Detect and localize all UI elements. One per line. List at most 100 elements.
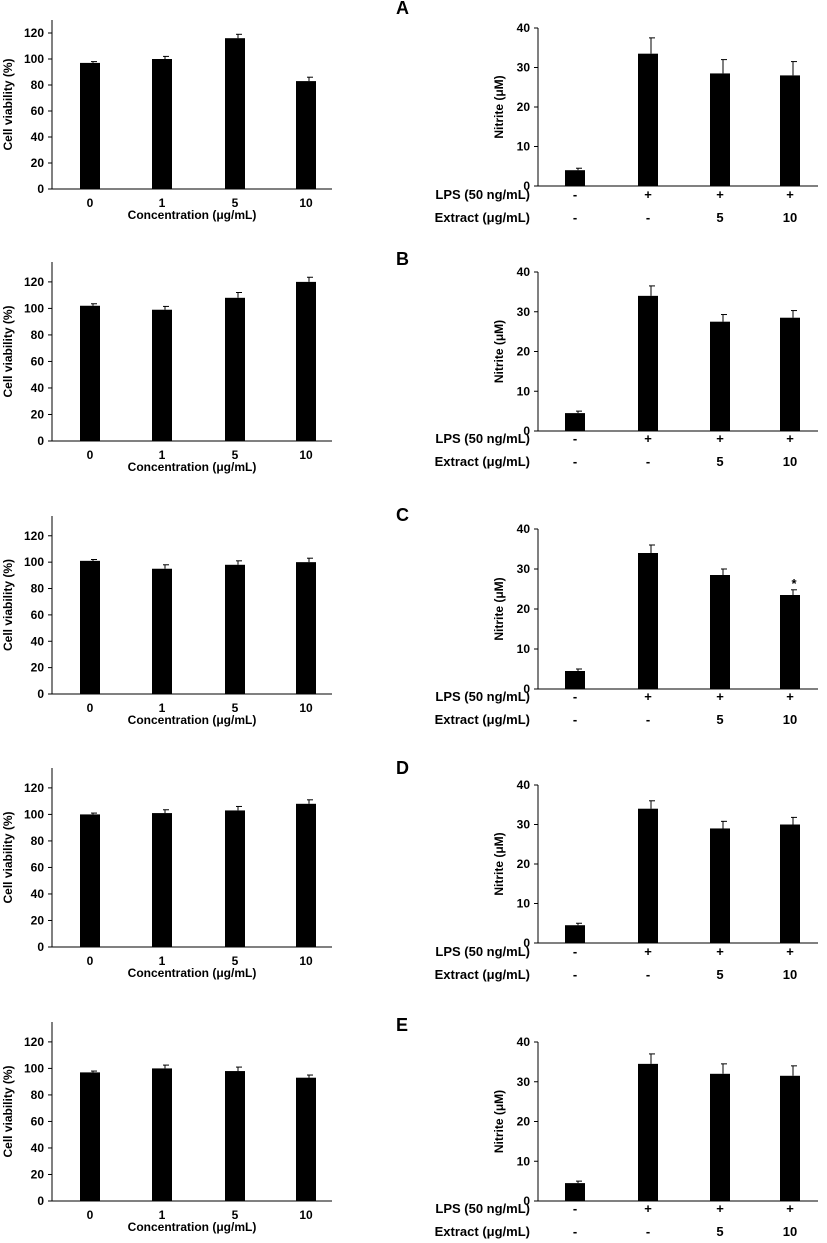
- bar: [296, 281, 316, 441]
- y-tick-label: 20: [31, 661, 45, 675]
- chart-7: 0 10 20 30 40 Nitrite (μM) D LPS (50 ng/mL) - + + +…: [396, 758, 818, 982]
- bar: [80, 62, 100, 189]
- condition-cell: 10: [783, 210, 797, 225]
- condition-cell: -: [646, 1224, 650, 1239]
- y-tick-label: 0: [523, 682, 530, 696]
- condition-cell: 10: [783, 454, 797, 469]
- bar: [80, 305, 100, 441]
- bar: [565, 170, 585, 186]
- bar: [296, 803, 316, 947]
- y-axis-label: Cell viability (%): [1, 305, 15, 397]
- x-tick-label: 10: [299, 448, 313, 462]
- condition-cell: 10: [783, 1224, 797, 1239]
- condition-cell: 5: [716, 967, 723, 982]
- y-tick-label: 20: [517, 602, 531, 616]
- condition-row-label: LPS (50 ng/mL): [435, 431, 530, 446]
- panel-label: C: [396, 505, 409, 525]
- condition-cell: +: [786, 689, 794, 704]
- x-tick-label: 0: [87, 196, 94, 210]
- condition-cell: +: [644, 187, 652, 202]
- chart-0: 0 20 40 60 80 100 120 Cell viability (%) 0 1 5 10 Co…: [1, 20, 332, 222]
- y-tick-label: 60: [31, 1114, 45, 1128]
- condition-cell: -: [573, 689, 577, 704]
- y-tick-label: 80: [31, 78, 45, 92]
- x-tick-label: 5: [232, 196, 239, 210]
- y-tick-label: 60: [31, 354, 45, 368]
- bar: [710, 1073, 730, 1201]
- condition-cell: +: [786, 187, 794, 202]
- x-tick-label: 0: [87, 1208, 94, 1222]
- condition-cell: +: [786, 431, 794, 446]
- y-tick-label: 60: [31, 104, 45, 118]
- condition-cell: +: [644, 944, 652, 959]
- y-tick-label: 30: [517, 305, 531, 319]
- y-tick-label: 120: [24, 26, 44, 40]
- y-tick-label: 100: [24, 301, 44, 315]
- condition-cell: -: [573, 712, 577, 727]
- bar: [565, 1183, 585, 1201]
- chart-1: 0 10 20 30 40 Nitrite (μM) A LPS (50 ng/mL) - + + +…: [396, 0, 818, 225]
- y-tick-label: 0: [37, 182, 44, 196]
- bar: [780, 595, 800, 689]
- y-axis-label: Cell viability (%): [1, 1065, 15, 1157]
- bar: [152, 1068, 172, 1201]
- y-tick-label: 10: [517, 642, 531, 656]
- y-axis-label: Nitrite (μM): [492, 577, 506, 640]
- y-tick-label: 30: [517, 61, 531, 75]
- chart-9: 0 10 20 30 40 Nitrite (μM) E LPS (50 ng/mL) - + + +…: [396, 1015, 818, 1239]
- y-tick-label: 30: [517, 1075, 531, 1089]
- panel-label: B: [396, 249, 409, 269]
- bar: [152, 59, 172, 189]
- y-tick-label: 40: [517, 265, 531, 279]
- condition-row-label: LPS (50 ng/mL): [435, 689, 530, 704]
- y-tick-label: 20: [517, 1115, 531, 1129]
- y-tick-label: 20: [517, 100, 531, 114]
- y-tick-label: 10: [517, 140, 531, 154]
- x-tick-label: 10: [299, 1208, 313, 1222]
- y-tick-label: 80: [31, 328, 45, 342]
- x-tick-label: 0: [87, 954, 94, 968]
- y-tick-label: 20: [31, 407, 45, 421]
- bar: [638, 295, 658, 431]
- bar: [780, 317, 800, 431]
- chart-3: 0 10 20 30 40 Nitrite (μM) B LPS (50 ng/mL) - + + +…: [396, 249, 818, 469]
- y-tick-label: 80: [31, 834, 45, 848]
- bar: [638, 808, 658, 943]
- x-tick-label: 1: [159, 448, 166, 462]
- y-tick-label: 0: [523, 179, 530, 193]
- condition-cell: -: [573, 1224, 577, 1239]
- y-tick-label: 20: [31, 1167, 45, 1181]
- condition-cell: +: [786, 1201, 794, 1216]
- y-tick-label: 100: [24, 1061, 44, 1075]
- y-tick-label: 40: [31, 634, 45, 648]
- bar: [80, 560, 100, 694]
- y-tick-label: 0: [37, 940, 44, 954]
- condition-cell: -: [573, 210, 577, 225]
- y-tick-label: 10: [517, 384, 531, 398]
- condition-cell: 5: [716, 454, 723, 469]
- condition-cell: -: [573, 187, 577, 202]
- y-tick-label: 120: [24, 529, 44, 543]
- y-axis-label: Nitrite (μM): [492, 832, 506, 895]
- x-tick-label: 10: [299, 196, 313, 210]
- x-tick-label: 0: [87, 701, 94, 715]
- condition-cell: -: [573, 944, 577, 959]
- y-tick-label: 40: [517, 522, 531, 536]
- x-tick-label: 5: [232, 1208, 239, 1222]
- y-tick-label: 20: [31, 913, 45, 927]
- y-tick-label: 100: [24, 807, 44, 821]
- y-tick-label: 30: [517, 818, 531, 832]
- condition-row-label: Extract (μg/mL): [435, 1224, 530, 1239]
- y-axis-label: Nitrite (μM): [492, 75, 506, 138]
- bar: [152, 568, 172, 694]
- bar: [710, 73, 730, 186]
- y-tick-label: 30: [517, 562, 531, 576]
- y-tick-label: 40: [517, 21, 531, 35]
- y-tick-label: 120: [24, 275, 44, 289]
- condition-cell: +: [644, 1201, 652, 1216]
- condition-cell: +: [644, 689, 652, 704]
- condition-cell: +: [644, 431, 652, 446]
- significance-marker: *: [791, 576, 797, 591]
- x-tick-label: 1: [159, 1208, 166, 1222]
- y-tick-label: 120: [24, 781, 44, 795]
